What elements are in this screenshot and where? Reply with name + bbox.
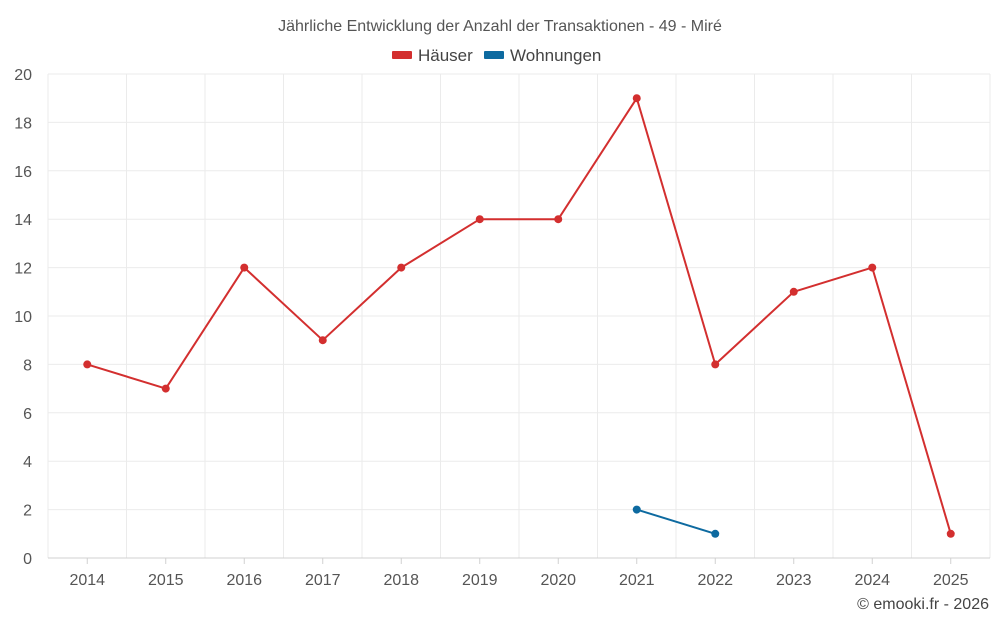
series	[83, 94, 955, 538]
y-tick-label: 12	[14, 261, 32, 278]
x-tick-label: 2020	[540, 572, 576, 589]
y-tick-label: 2	[23, 503, 32, 520]
y-tick-label: 18	[14, 115, 32, 132]
data-point-wohnungen-2021[interactable]	[632, 505, 641, 514]
data-point-haeuser-2024[interactable]	[868, 263, 877, 272]
legend-swatch-wohnungen	[484, 51, 504, 59]
data-point-haeuser-2020[interactable]	[554, 215, 563, 224]
x-tick-label: 2023	[776, 572, 812, 589]
x-tick-label: 2025	[933, 572, 969, 589]
data-point-wohnungen-2022[interactable]	[711, 529, 720, 538]
data-point-haeuser-2019[interactable]	[475, 215, 484, 224]
legend-label-wohnungen[interactable]: Wohnungen	[510, 46, 601, 65]
grid	[47, 73, 991, 558]
data-point-haeuser-2022[interactable]	[711, 360, 720, 369]
x-tick-label: 2014	[69, 572, 105, 589]
data-point-haeuser-2015[interactable]	[161, 384, 170, 393]
x-tick-label: 2018	[383, 572, 419, 589]
data-point-haeuser-2018[interactable]	[397, 263, 406, 272]
y-tick-label: 0	[23, 551, 32, 568]
data-point-haeuser-2021[interactable]	[632, 94, 641, 103]
y-tick-label: 6	[23, 406, 32, 423]
series-line-wohnungen	[636, 508, 716, 535]
data-point-haeuser-2014[interactable]	[83, 360, 92, 369]
data-point-haeuser-2025[interactable]	[946, 529, 955, 538]
axes: 0 2 4 6 8 10 12 14 16 18 20 2014 2015 2016 2017 2018 201…	[14, 67, 990, 589]
x-tick-label: 2019	[462, 572, 498, 589]
data-point-haeuser-2017[interactable]	[318, 336, 327, 345]
x-tick-label: 2022	[697, 572, 733, 589]
x-tick-label: 2016	[226, 572, 262, 589]
x-tick-label: 2024	[854, 572, 890, 589]
chart-title: Jährliche Entwicklung der Anzahl der Tra…	[278, 18, 722, 35]
legend-swatch-haeuser	[392, 51, 412, 59]
y-tick-label: 20	[14, 67, 32, 84]
y-tick-label: 4	[23, 454, 32, 471]
x-tick-label: 2015	[148, 572, 184, 589]
x-tick-label: 2017	[305, 572, 341, 589]
legend-label-haeuser[interactable]: Häuser	[418, 46, 473, 65]
data-point-haeuser-2023[interactable]	[789, 287, 798, 296]
data-point-haeuser-2016[interactable]	[240, 263, 249, 272]
y-tick-label: 16	[14, 164, 32, 181]
y-tick-label: 8	[23, 357, 32, 374]
credit-text: © emooki.fr - 2026	[857, 596, 989, 613]
y-tick-label: 14	[14, 212, 32, 229]
y-tick-label: 10	[14, 309, 32, 326]
series-line-haeuser	[86, 97, 952, 535]
x-tick-label: 2021	[619, 572, 655, 589]
legend: Häuser Wohnungen	[392, 46, 601, 65]
